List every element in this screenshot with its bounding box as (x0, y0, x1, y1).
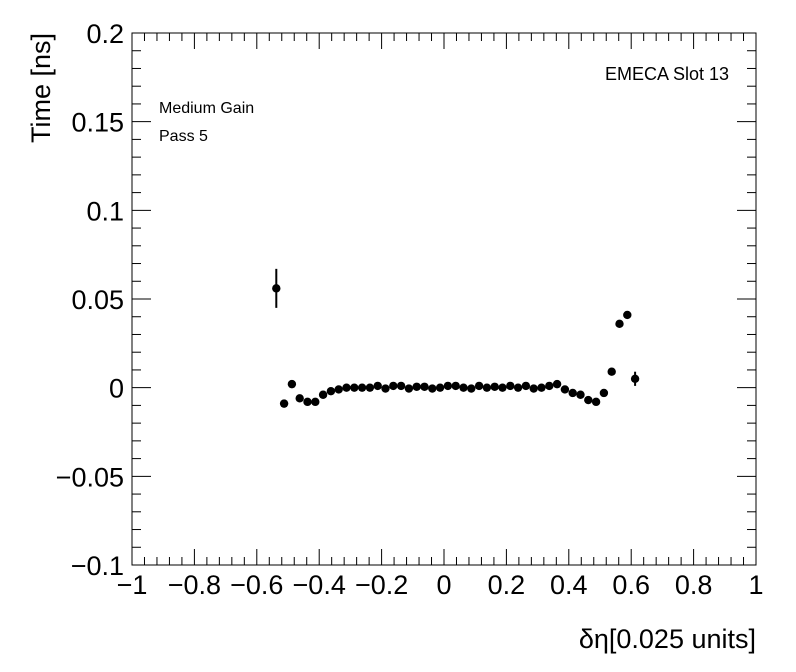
x-tick-label: −0.8 (168, 570, 221, 600)
data-point (584, 395, 593, 405)
data-point (326, 387, 336, 396)
x-tick-label: −0.2 (355, 570, 408, 600)
data-point (303, 397, 312, 407)
data-point (482, 383, 492, 392)
data-point (498, 383, 507, 392)
data-point (350, 383, 359, 392)
data-point (404, 384, 414, 393)
x-tick-label: −1 (117, 570, 148, 600)
data-point (630, 374, 640, 383)
data-point (365, 383, 375, 392)
data-point (560, 385, 570, 394)
x-tick-label: 0.2 (488, 570, 526, 600)
y-tick-label: −0.05 (56, 462, 124, 492)
data-point (396, 381, 406, 391)
data-point (591, 397, 601, 407)
x-tick-label: −0.4 (293, 570, 346, 600)
y-tick-label: −0.1 (71, 551, 124, 581)
data-point (272, 284, 281, 293)
data-point (295, 394, 304, 403)
x-tick-label: 1 (748, 570, 763, 600)
y-tick-labels: −0.1 −0.05 0 0.05 0.1 0.15 0.2 (56, 19, 124, 581)
data-point (599, 388, 609, 398)
y-tick-label: 0.05 (71, 285, 124, 315)
data-point (420, 382, 429, 391)
data-point (451, 381, 460, 391)
data-point (334, 385, 343, 394)
data-point (467, 384, 476, 393)
data-point (506, 381, 515, 391)
data-point (537, 383, 546, 392)
data-point (287, 379, 297, 389)
data-point (412, 382, 421, 391)
data-point (428, 384, 437, 393)
annotation-top-right: EMECA Slot 13 (605, 64, 729, 84)
y-tick-label: 0.15 (71, 108, 124, 138)
x-tick-labels: −1 −0.8 −0.6 −0.4 −0.2 0 0.2 0.4 0.6 0.8 1 (117, 570, 764, 600)
annotation-gain: Medium Gain (159, 100, 254, 117)
data-point (623, 310, 632, 320)
data-point (474, 381, 484, 391)
x-tick-label: 0.4 (550, 570, 588, 600)
y-tick-label: 0.1 (86, 196, 124, 226)
data-point (311, 397, 320, 407)
x-tick-label: −0.6 (230, 570, 283, 600)
y-tick-label: 0 (109, 374, 124, 404)
data-point (381, 384, 390, 393)
data-point (568, 388, 577, 398)
data-point (318, 390, 328, 399)
axis-ticks (131, 32, 757, 566)
data-point (529, 384, 538, 393)
y-axis-title: Time [ns] (26, 33, 56, 143)
data-point (521, 381, 531, 391)
data-point (490, 382, 499, 391)
data-point (615, 319, 624, 329)
data-point (389, 381, 398, 391)
data-point (576, 390, 585, 399)
x-tick-label: 0.6 (612, 570, 650, 600)
data-point (342, 383, 351, 392)
data-point (552, 379, 562, 389)
data-point (373, 381, 382, 391)
data-point (607, 367, 616, 376)
data-point (357, 383, 367, 392)
y-tick-label: 0.2 (86, 19, 124, 49)
data-point (443, 381, 453, 391)
data-point (545, 381, 554, 391)
x-tick-label: 0.8 (675, 570, 713, 600)
x-axis-title: δη[0.025 units] (579, 624, 756, 654)
annotation-pass: Pass 5 (159, 128, 208, 145)
x-tick-label: 0 (436, 570, 451, 600)
data-points (272, 268, 640, 408)
data-point (279, 399, 289, 408)
data-point (459, 383, 468, 392)
data-point (435, 383, 445, 392)
data-point (513, 383, 523, 392)
